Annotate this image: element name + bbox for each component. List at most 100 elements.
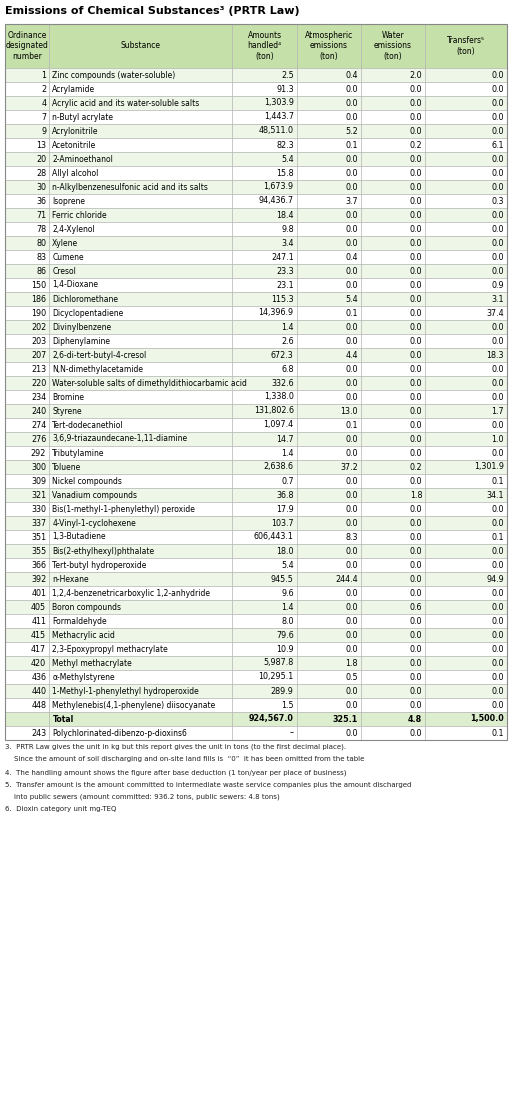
Bar	[425, 194, 507, 208]
Bar	[232, 698, 296, 712]
Bar	[49, 558, 232, 572]
Bar	[5, 418, 49, 432]
Text: 0.0: 0.0	[410, 504, 422, 513]
Bar	[5, 712, 49, 726]
Text: 91.3: 91.3	[276, 84, 294, 93]
Bar	[232, 530, 296, 544]
Text: 0.7: 0.7	[281, 476, 294, 485]
Text: 0.0: 0.0	[492, 84, 504, 93]
Text: 0.0: 0.0	[346, 644, 358, 653]
Text: 415: 415	[31, 631, 46, 640]
Bar	[5, 404, 49, 418]
Bar	[361, 586, 425, 600]
Bar	[361, 544, 425, 558]
Bar	[232, 68, 296, 82]
Text: 18.0: 18.0	[276, 547, 294, 556]
Text: 9.6: 9.6	[281, 588, 294, 597]
Bar	[296, 600, 361, 614]
Text: 80: 80	[36, 239, 46, 248]
Text: 234: 234	[31, 392, 46, 401]
Bar	[49, 684, 232, 698]
Text: Atmospheric
emissions
(ton): Atmospheric emissions (ton)	[305, 31, 353, 60]
Bar	[49, 614, 232, 628]
Text: 0.0: 0.0	[410, 295, 422, 304]
Text: 6.8: 6.8	[281, 364, 294, 373]
Bar	[49, 726, 232, 740]
Text: 0.0: 0.0	[346, 112, 358, 121]
Bar	[5, 600, 49, 614]
Bar	[5, 390, 49, 404]
Text: 3,6,9-triazaundecane-1,11-diamine: 3,6,9-triazaundecane-1,11-diamine	[52, 435, 187, 444]
Text: 0.0: 0.0	[346, 99, 358, 108]
Text: 7: 7	[41, 112, 46, 121]
Bar	[296, 726, 361, 740]
Text: 0.9: 0.9	[492, 280, 504, 289]
Bar	[232, 222, 296, 236]
Text: 2,638.6: 2,638.6	[264, 463, 294, 472]
Bar	[425, 320, 507, 334]
Bar	[5, 208, 49, 222]
Bar	[49, 124, 232, 138]
Bar	[5, 488, 49, 502]
Text: 5.2: 5.2	[345, 127, 358, 136]
Text: 0.0: 0.0	[492, 364, 504, 373]
Text: 0.0: 0.0	[410, 112, 422, 121]
Bar	[296, 712, 361, 726]
Text: 0.1: 0.1	[492, 532, 504, 541]
Bar	[232, 278, 296, 292]
Bar	[425, 572, 507, 586]
Text: 4.8: 4.8	[408, 715, 422, 724]
Text: 94.9: 94.9	[486, 575, 504, 584]
Bar	[232, 446, 296, 460]
Bar	[296, 138, 361, 152]
Bar	[49, 712, 232, 726]
Text: 6.1: 6.1	[492, 140, 504, 149]
Text: 0.4: 0.4	[346, 252, 358, 261]
Text: 0.4: 0.4	[346, 71, 358, 80]
Bar	[361, 362, 425, 376]
Text: 0.0: 0.0	[410, 99, 422, 108]
Text: 0.1: 0.1	[492, 476, 504, 485]
Text: 0.0: 0.0	[410, 659, 422, 668]
Text: 3.7: 3.7	[345, 196, 358, 205]
Text: 448: 448	[31, 700, 46, 709]
Text: 0.5: 0.5	[345, 672, 358, 681]
Text: 405: 405	[31, 603, 46, 612]
Bar	[425, 348, 507, 362]
Text: 924,567.0: 924,567.0	[249, 715, 294, 724]
Text: 247.1: 247.1	[271, 252, 294, 261]
Bar	[361, 264, 425, 278]
Bar	[296, 180, 361, 194]
Text: Acrylonitrile: Acrylonitrile	[52, 127, 99, 136]
Bar	[425, 404, 507, 418]
Text: Zinc compounds (water-soluble): Zinc compounds (water-soluble)	[52, 71, 176, 80]
Text: 1.4: 1.4	[281, 448, 294, 457]
Bar	[5, 628, 49, 642]
Text: 945.5: 945.5	[271, 575, 294, 584]
Bar	[425, 600, 507, 614]
Bar	[296, 292, 361, 306]
Bar	[425, 432, 507, 446]
Bar	[361, 446, 425, 460]
Bar	[296, 96, 361, 110]
Bar	[425, 362, 507, 376]
Text: 0.0: 0.0	[492, 448, 504, 457]
Bar	[296, 390, 361, 404]
Text: 18.3: 18.3	[486, 351, 504, 360]
Text: 203: 203	[31, 336, 46, 345]
Bar	[296, 166, 361, 180]
Text: 220: 220	[31, 379, 46, 388]
Text: 392: 392	[31, 575, 46, 584]
Text: 23.1: 23.1	[276, 280, 294, 289]
Bar	[296, 558, 361, 572]
Bar	[49, 208, 232, 222]
Text: Since the amount of soil discharging and on-site land fills is  “0”  it has been: Since the amount of soil discharging and…	[5, 756, 365, 763]
Text: 0.0: 0.0	[492, 127, 504, 136]
Text: 103.7: 103.7	[271, 519, 294, 528]
Text: 1,3-Butadiene: 1,3-Butadiene	[52, 532, 106, 541]
Bar	[5, 96, 49, 110]
Text: Acrylic acid and its water-soluble salts: Acrylic acid and its water-soluble salts	[52, 99, 200, 108]
Bar	[5, 250, 49, 264]
Bar	[5, 376, 49, 390]
Bar	[49, 642, 232, 656]
